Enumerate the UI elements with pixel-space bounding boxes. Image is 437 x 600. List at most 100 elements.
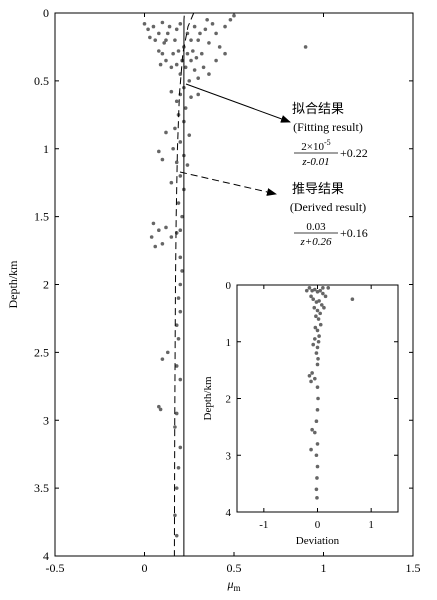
formula-denominator: z+0.26 [300,236,332,248]
point [178,174,183,178]
x-tick-label: 1 [321,561,327,575]
x-tick-label: 0.5 [227,561,242,575]
point [317,299,321,303]
point [171,51,175,56]
point [174,486,179,490]
point [149,235,154,239]
formula-numerator: 0.03 [306,221,326,233]
point [176,296,181,300]
point [196,92,200,97]
point [314,419,319,424]
y-tick-label: 3.5 [34,481,49,495]
point [160,20,165,25]
arrow [185,83,291,123]
point [315,362,320,367]
point [169,235,174,239]
y-tick-label: 1 [226,337,232,349]
point [309,447,313,452]
point [315,442,320,446]
point [311,297,316,301]
point [178,255,183,260]
point [313,376,317,381]
point [313,430,317,435]
point [178,282,183,287]
point [201,65,206,70]
point [199,51,204,56]
point [314,351,319,355]
point [210,22,215,26]
point [322,305,326,310]
y-tick-label: 2.5 [34,345,49,359]
point [317,334,321,338]
y-tick-label: 3 [226,450,232,462]
point [151,24,156,29]
point [303,45,308,49]
y-axis-label: Depth/km [6,260,20,309]
point [316,317,321,321]
point [157,31,161,36]
y-axis-label: Depth/km [202,376,214,420]
formula-numerator: 2×10-5 [301,138,330,153]
point [153,244,158,249]
point [162,41,166,45]
x-tick-label: -1 [259,519,268,531]
point [174,533,179,538]
point [157,149,161,154]
point [189,38,193,42]
point [198,31,202,36]
point [174,99,179,104]
point [307,286,312,290]
point [315,408,320,412]
point [174,27,179,32]
formula-numerator-main: 0.03 [306,221,326,233]
point [318,311,322,316]
point [321,286,325,290]
point [173,513,177,518]
point [165,31,170,36]
point [350,297,355,301]
point [205,17,209,22]
point [167,24,172,29]
x-axis-label-main: μ [226,577,233,591]
point [183,65,188,70]
point [164,225,168,230]
point [176,201,181,205]
point [315,345,320,350]
point [187,79,192,83]
formula-numerator-sup: -5 [324,138,331,147]
point [169,89,174,94]
point [165,350,170,355]
formula-denominator: z-0.01 [301,156,329,168]
x-tick-label: -0.5 [46,561,65,575]
point [164,38,168,42]
y-tick-label: 0 [226,280,232,292]
point [157,49,161,53]
point [157,404,161,409]
point [153,38,158,42]
y-tick-label: 1 [43,142,49,156]
point [207,72,211,76]
y-tick-label: 1.5 [34,210,49,224]
point [316,356,320,361]
point [160,157,165,162]
point [309,294,313,299]
formula-numerator-main: 2×10 [301,141,324,153]
point [223,51,227,56]
annotation-subtitle: (Derived result) [290,200,366,214]
point [314,453,319,458]
point [321,291,325,296]
point [313,325,318,330]
point [312,305,317,310]
point [164,58,168,63]
point [309,379,313,384]
annotation-title: 拟合结果 [292,101,344,116]
point [232,13,236,18]
point [313,287,317,292]
point [176,337,181,341]
point [315,328,320,333]
point [189,95,193,99]
y-tick-label: 2 [43,278,49,292]
point [189,58,193,63]
point [310,371,314,375]
